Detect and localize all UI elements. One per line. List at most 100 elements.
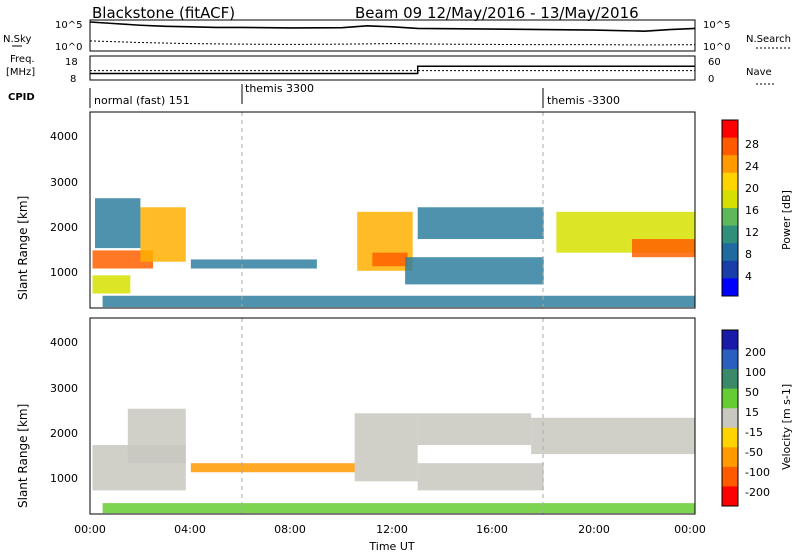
power-region-8 (631, 239, 695, 258)
freq-label: Freq. (10, 54, 35, 65)
velocity-ytick-1000: 1000 (50, 472, 78, 485)
nsearch-tick-bottom: 10^0 (703, 42, 730, 53)
power-cbar-swatch-3 (722, 172, 738, 191)
velocity-cbar-swatch-4 (722, 408, 738, 429)
velocity-cbar-tick-m200: -200 (745, 486, 770, 499)
x-axis: 00:00 04:00 08:00 12:00 16:00 20:00 00:0… (74, 523, 706, 553)
velocity-ytick-4000: 4000 (50, 336, 78, 349)
freq-panel: Freq. [MHz] 18 8 60 0 Nave (6, 54, 775, 85)
power-region-11 (102, 295, 695, 308)
nsearch-series-line (89, 40, 696, 46)
xtick-4: 16:00 (476, 523, 508, 536)
velocity-ytick-2000: 2000 (50, 427, 78, 440)
power-ytick-4000: 4000 (50, 130, 78, 143)
nsky-tick-bottom: 10^0 (55, 42, 82, 53)
nsky-series-line (89, 21, 696, 32)
velocity-region-4 (531, 417, 695, 455)
nave-label: Nave (746, 67, 772, 78)
velocity-cbar-tick-15: 15 (745, 406, 759, 419)
power-cbar-swatch-2 (722, 155, 738, 174)
velocity-cbar-swatch-1 (722, 349, 738, 370)
power-region-0 (92, 250, 154, 269)
velocity-y-axis-label: Slant Range [km] (16, 404, 30, 508)
velocity-cbar-tick-100: 100 (745, 366, 766, 379)
power-cbar-swatch-0 (722, 120, 738, 139)
nave-tick-top: 60 (708, 57, 721, 68)
power-heatmap (92, 198, 695, 308)
velocity-region-3 (417, 413, 532, 446)
velocity-cbar-label: Velocity [m s-1] (780, 384, 793, 470)
power-ytick-1000: 1000 (50, 266, 78, 279)
power-cbar-tick-20: 20 (745, 182, 759, 195)
nsky-panel: N.Sky 10^5 10^0 10^5 10^0 N.Search (3, 19, 791, 53)
freq-tick-bottom: 8 (70, 74, 76, 85)
velocity-region-6 (190, 463, 330, 473)
cpid-segment-3: themis -3300 (547, 94, 620, 107)
freq-unit-label: [MHz] (6, 67, 35, 78)
xtick-6: 00:00 (674, 523, 706, 536)
power-colorbar: 28 24 20 16 12 8 4 Power [dB] (721, 119, 793, 297)
nsky-label: N.Sky (3, 34, 31, 45)
power-cbar-tick-28: 28 (745, 138, 759, 151)
power-region-1 (140, 207, 186, 262)
power-cbar-swatch-9 (722, 278, 738, 297)
xtick-2: 08:00 (274, 523, 306, 536)
power-ytick-2000: 2000 (50, 221, 78, 234)
velocity-ytick-3000: 3000 (50, 382, 78, 395)
power-cbar-swatch-5 (722, 208, 738, 227)
velocity-cbar-tick-50: 50 (745, 386, 759, 399)
velocity-heatmap (92, 408, 695, 514)
velocity-panel: Slant Range [km] 4000 3000 2000 1000 (16, 317, 696, 515)
power-region-10 (190, 259, 317, 269)
power-cbar-swatch-6 (722, 225, 738, 244)
cpid-row: CPID normal (fast) 151 themis 3300 themi… (8, 82, 620, 108)
power-y-axis-label: Slant Range [km] (16, 196, 30, 300)
velocity-cbar-swatch-6 (722, 447, 738, 468)
nsearch-label: N.Search (746, 34, 791, 45)
nsky-tick-top: 10^5 (55, 20, 82, 31)
xtick-3: 12:00 (376, 523, 408, 536)
power-cbar-swatch-8 (722, 260, 738, 279)
cpid-segment-1: normal (fast) 151 (94, 94, 190, 107)
velocity-cbar-swatch-0 (722, 330, 738, 351)
velocity-cbar-swatch-2 (722, 369, 738, 390)
power-region-6 (417, 207, 544, 240)
velocity-cbar-swatch-8 (722, 486, 738, 507)
beam-date-title: Beam 09 12/May/2016 - 13/May/2016 (355, 4, 639, 22)
power-region-2 (92, 275, 131, 294)
xtick-5: 20:00 (578, 523, 610, 536)
velocity-region-1 (127, 408, 186, 464)
cpid-segment-2: themis 3300 (245, 82, 314, 95)
x-axis-label: Time UT (368, 540, 414, 553)
station-title: Blackstone (fitACF) (92, 4, 235, 22)
velocity-region-8 (102, 503, 695, 514)
power-cbar-tick-12: 12 (745, 226, 759, 239)
power-cbar-tick-24: 24 (745, 160, 759, 173)
power-cbar-tick-16: 16 (745, 204, 759, 217)
velocity-colorbar: 200 100 50 15 -15 -50 -100 -200 Velocity… (721, 329, 793, 507)
nave-tick-bottom: 0 (708, 74, 714, 85)
nsearch-tick-top: 10^5 (703, 20, 730, 31)
power-region-3 (95, 198, 141, 249)
power-cbar-swatch-7 (722, 243, 738, 262)
power-ytick-3000: 3000 (50, 176, 78, 189)
power-cbar-swatch-1 (722, 137, 738, 156)
velocity-cbar-swatch-7 (722, 466, 738, 487)
power-panel: Slant Range [km] 4000 3000 2000 1000 (16, 111, 696, 309)
xtick-1: 04:00 (174, 523, 206, 536)
velocity-cbar-swatch-5 (722, 427, 738, 448)
freq-tick-top: 18 (65, 57, 78, 68)
power-cbar-swatch-4 (722, 190, 738, 209)
power-cbar-label: Power [dB] (780, 190, 793, 250)
velocity-cbar-tick-200: 200 (745, 346, 766, 359)
cpid-label: CPID (8, 92, 35, 103)
velocity-region-5 (417, 463, 544, 491)
velocity-region-7 (329, 463, 355, 473)
velocity-cbar-tick-m50: -50 (745, 446, 763, 459)
velocity-region-2 (354, 413, 418, 482)
power-cbar-tick-4: 4 (745, 270, 752, 283)
velocity-cbar-tick-m100: -100 (745, 466, 770, 479)
power-region-9 (405, 257, 544, 285)
power-cbar-tick-8: 8 (745, 248, 752, 261)
